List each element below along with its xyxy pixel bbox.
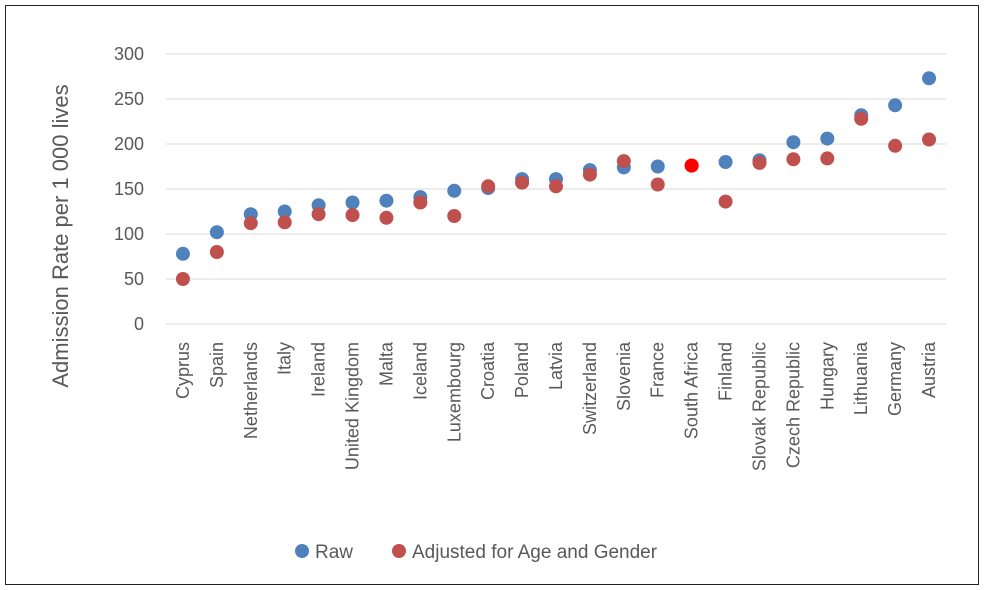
x-tick-label: Luxembourg [444, 342, 464, 442]
adjusted-point [209, 245, 224, 259]
x-tick-label: Croatia [478, 341, 498, 400]
x-tick-label: Austria [919, 341, 939, 398]
x-tick-label: Ireland [309, 342, 329, 397]
x-tick-label: Slovak Republic [749, 342, 769, 471]
adjusted-point [345, 208, 360, 223]
adjusted-point [718, 194, 733, 209]
chart-frame: 0 50 100 150 200 250 300 Cyprus Spain Netherland… [5, 5, 979, 585]
raw-point [922, 71, 937, 86]
adjusted-point [311, 207, 326, 222]
gridlines [166, 53, 946, 325]
adjusted-point [582, 167, 597, 182]
adjusted-point [854, 111, 869, 126]
y-tick-labels: 0 50 100 150 200 250 300 [114, 44, 144, 334]
legend-marker [295, 544, 309, 558]
x-tick-label: United Kingdom [343, 342, 363, 470]
raw-point [175, 246, 190, 261]
y-axis-title: Admission Rate per 1 000 lives [48, 84, 73, 387]
raw-point [718, 155, 733, 169]
adjusted-point [684, 158, 699, 173]
scatter-chart: 0 50 100 150 200 250 300 Cyprus Spain Netherland… [48, 44, 946, 563]
x-tick-label: Czech Republic [783, 342, 803, 468]
x-tick-labels: Cyprus Spain Netherlands Italy Ireland United… [173, 341, 939, 471]
raw-point [379, 193, 394, 208]
x-tick-label: Germany [885, 342, 905, 416]
x-tick-label: France [648, 342, 668, 398]
raw-point [447, 183, 462, 198]
x-tick-label: Spain [207, 342, 227, 388]
adjusted-point [752, 155, 767, 170]
y-tick-label: 200 [114, 134, 144, 154]
x-tick-label: Latvia [546, 341, 566, 390]
legend: Raw Adjusted for Age and Gender [295, 542, 658, 563]
x-tick-label: Italy [275, 342, 295, 375]
x-tick-label: Iceland [410, 342, 430, 400]
adjusted-point [413, 195, 428, 210]
y-tick-label: 50 [124, 269, 144, 289]
adjusted-point [379, 210, 394, 225]
raw-point [345, 195, 360, 210]
x-tick-label: Slovenia [614, 341, 634, 411]
adjusted-point [888, 138, 903, 153]
y-tick-label: 0 [134, 314, 144, 334]
adjusted-point [515, 175, 530, 190]
x-tick-label: Cyprus [173, 342, 193, 399]
raw-point [650, 159, 665, 174]
raw-point [277, 204, 292, 219]
y-tick-label: 100 [114, 224, 144, 244]
x-tick-label: South Africa [682, 341, 702, 439]
x-tick-label: Finland [716, 342, 736, 401]
adjusted-point [447, 209, 462, 223]
y-tick-label: 250 [114, 89, 144, 109]
x-tick-label: Poland [512, 342, 532, 398]
y-tick-label: 300 [114, 44, 144, 64]
adjusted-point [549, 179, 563, 194]
x-tick-label: Switzerland [580, 342, 600, 435]
raw-point [888, 98, 903, 113]
adjusted-point [481, 179, 496, 194]
adjusted-point [650, 177, 665, 192]
adjusted-point [616, 154, 631, 169]
adjusted-point [922, 132, 937, 147]
adjusted-point [786, 152, 801, 167]
adjusted-point [243, 216, 258, 231]
raw-point [820, 131, 835, 146]
raw-point [209, 225, 224, 240]
legend-label: Raw [315, 542, 353, 563]
x-tick-label: Hungary [817, 342, 837, 410]
x-tick-label: Netherlands [241, 342, 261, 439]
adjusted-point [175, 272, 190, 286]
legend-marker [392, 544, 406, 558]
y-tick-label: 150 [114, 179, 144, 199]
legend-label: Adjusted for Age and Gender [412, 542, 658, 563]
x-tick-label: Lithuania [851, 341, 871, 415]
adjusted-point [820, 151, 835, 166]
raw-point [786, 135, 801, 150]
x-tick-label: Malta [376, 341, 396, 386]
data-points [175, 71, 937, 286]
adjusted-point [277, 215, 292, 230]
